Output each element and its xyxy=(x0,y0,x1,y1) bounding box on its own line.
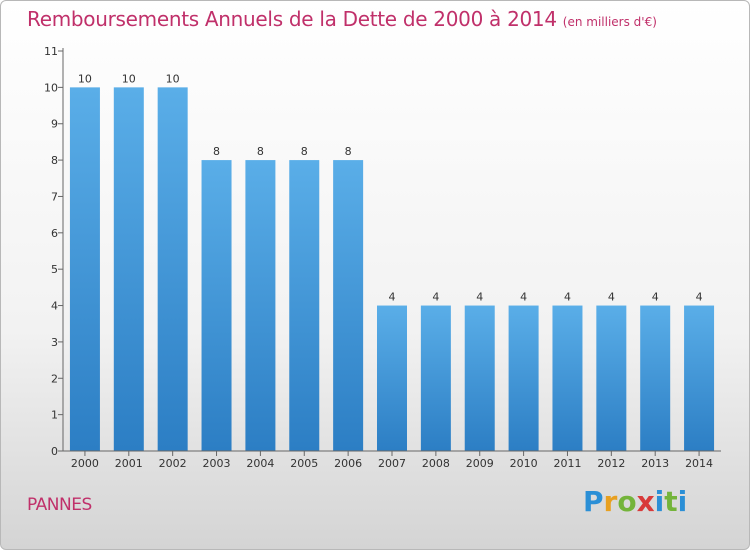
bar xyxy=(640,305,671,451)
bar xyxy=(201,160,232,451)
logo-letter: x xyxy=(636,485,655,518)
x-tick-label: 2013 xyxy=(641,457,669,470)
bar xyxy=(596,305,627,451)
place-name: PANNES xyxy=(27,495,92,515)
y-tick-label: 1 xyxy=(51,409,58,422)
bar xyxy=(684,305,715,451)
logo-letter: i xyxy=(654,485,665,518)
y-tick-label: 0 xyxy=(51,445,58,458)
x-tick-label: 2011 xyxy=(553,457,581,470)
x-tick-label: 2000 xyxy=(71,457,99,470)
bar-value-label: 8 xyxy=(257,145,264,158)
logo-letter: i xyxy=(677,485,688,518)
y-axis: 0 1 2 3 4 5 6 7 8 9 10 11 xyxy=(44,45,64,458)
bar-value-label: 4 xyxy=(652,291,659,304)
bar xyxy=(245,160,276,451)
y-tick-label: 4 xyxy=(51,300,58,313)
x-tick-label: 2004 xyxy=(246,457,274,470)
bar-value-label: 4 xyxy=(564,291,571,304)
bar xyxy=(69,87,100,451)
x-tick-label: 2009 xyxy=(466,457,494,470)
bar xyxy=(113,87,144,451)
y-tick-label: 8 xyxy=(51,154,58,167)
bar xyxy=(552,305,583,451)
x-tick-label: 2006 xyxy=(334,457,362,470)
bar-value-label: 4 xyxy=(520,291,527,304)
bar-value-label: 10 xyxy=(122,72,136,85)
x-tick-label: 2008 xyxy=(422,457,450,470)
x-tick-label: 2010 xyxy=(510,457,538,470)
bar-value-label: 4 xyxy=(696,291,703,304)
y-tick-label: 2 xyxy=(51,372,58,385)
chart-title-text: Remboursements Annuels de la Dette de 20… xyxy=(27,7,557,31)
bar xyxy=(289,160,320,451)
x-tick-label: 2002 xyxy=(159,457,187,470)
y-tick-label: 5 xyxy=(51,263,58,276)
x-tick-label: 2001 xyxy=(115,457,143,470)
bar xyxy=(377,305,407,451)
bar xyxy=(157,87,188,451)
logo-letter: P xyxy=(583,485,604,518)
y-tick-label: 3 xyxy=(51,336,58,349)
bar xyxy=(333,160,364,451)
bar-value-label: 8 xyxy=(345,145,352,158)
bar-value-label: 4 xyxy=(476,291,483,304)
x-tick-label: 2007 xyxy=(378,457,406,470)
logo-letter: r xyxy=(603,485,618,518)
x-tick-label: 2012 xyxy=(597,457,625,470)
x-axis: 2000 2001 2002 2003 2004 2005 2006 2007 2008 2009… xyxy=(63,450,721,470)
y-tick-label: 10 xyxy=(44,81,58,94)
logo-letter: o xyxy=(617,485,637,518)
bars: 10 10 10 8 8 8 8 4 4 4 4 4 4 4 4 xyxy=(69,72,715,451)
bar xyxy=(508,305,539,451)
bar-value-label: 4 xyxy=(389,291,396,304)
bar-value-label: 10 xyxy=(166,72,180,85)
y-tick-label: 11 xyxy=(44,45,58,58)
x-tick-label: 2014 xyxy=(685,457,713,470)
chart-subtitle: (en milliers d'€) xyxy=(562,15,657,29)
chart-title: Remboursements Annuels de la Dette de 20… xyxy=(27,7,657,31)
bar-value-label: 10 xyxy=(78,72,92,85)
x-tick-label: 2003 xyxy=(203,457,231,470)
y-tick-label: 9 xyxy=(51,118,58,131)
bar xyxy=(464,305,495,451)
bar-value-label: 4 xyxy=(432,291,439,304)
proxiti-logo: Proxiti xyxy=(583,485,687,518)
logo-letter: t xyxy=(664,485,678,518)
bar xyxy=(420,305,451,451)
x-tick-label: 2005 xyxy=(290,457,318,470)
y-tick-label: 6 xyxy=(51,227,58,240)
bar-value-label: 8 xyxy=(213,145,220,158)
bar-value-label: 4 xyxy=(608,291,615,304)
bar-value-label: 8 xyxy=(301,145,308,158)
y-tick-label: 7 xyxy=(51,190,58,203)
